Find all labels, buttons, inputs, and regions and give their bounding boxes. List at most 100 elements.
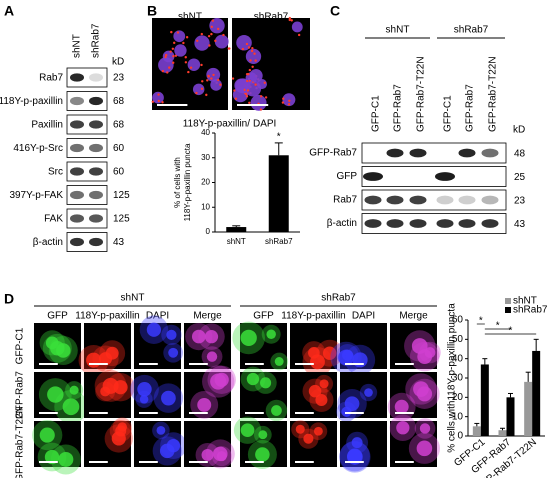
blot-strip (66, 138, 108, 158)
puncta (210, 32, 213, 36)
cell-core (303, 433, 314, 444)
channel-label: GFP (253, 311, 274, 322)
puncta (245, 95, 249, 98)
puncta (157, 99, 160, 103)
row-label: 118Y-p-paxillin (0, 96, 63, 107)
cell-core (240, 329, 257, 347)
y-tick-label: 10 (201, 202, 210, 211)
puncta (245, 72, 249, 76)
puncta (288, 16, 292, 20)
cell-core (271, 405, 282, 416)
kd-value: 60 (113, 143, 125, 154)
y-tick-label: 20 (201, 178, 210, 187)
row-label: β-actin (33, 237, 63, 248)
blot-strip (361, 142, 507, 164)
band (386, 219, 404, 228)
row-label: β-actin (327, 218, 357, 229)
puncta (151, 100, 154, 103)
puncta (200, 87, 204, 90)
blot-strip (361, 166, 507, 187)
x-tick-label: shRab7 (265, 237, 293, 246)
puncta (297, 33, 301, 37)
cell-core (424, 347, 436, 358)
cell-core (255, 447, 270, 462)
cells (339, 431, 371, 473)
puncta (259, 108, 263, 111)
panel-label: C (330, 3, 340, 19)
band (70, 190, 84, 200)
band (386, 148, 404, 158)
row-label: Rab7 (39, 73, 63, 84)
nucleus (152, 91, 164, 104)
row-label: Src (48, 167, 63, 178)
image-label: shNT (178, 12, 202, 23)
band (89, 73, 103, 82)
puncta (251, 65, 254, 68)
puncta (219, 83, 222, 86)
kd-value: 25 (514, 172, 526, 183)
y-tick-label: 40 (452, 353, 464, 364)
cells (130, 374, 184, 413)
cells (39, 330, 78, 366)
cells (139, 315, 184, 363)
row-label: Rab7 (333, 195, 357, 206)
cells (195, 439, 235, 469)
cells (152, 421, 187, 466)
cells (78, 340, 126, 376)
cell-core (168, 347, 179, 358)
blot-strip (66, 232, 108, 252)
puncta (247, 46, 251, 49)
puncta (245, 42, 249, 46)
lane-label: GFP-Rab7-T22N (416, 56, 427, 132)
cells (404, 330, 441, 372)
puncta (248, 101, 251, 105)
cell-core (308, 384, 322, 398)
puncta (200, 63, 203, 67)
puncta (259, 95, 263, 98)
puncta (264, 96, 268, 99)
puncta (290, 19, 293, 22)
band (89, 237, 103, 247)
band (70, 237, 84, 247)
puncta (214, 39, 217, 43)
cell-core (310, 354, 325, 370)
cell-core (47, 386, 64, 403)
band (89, 120, 103, 129)
nucleus (187, 58, 201, 71)
cell-core (44, 449, 60, 465)
puncta (248, 68, 252, 72)
cell-core (139, 395, 149, 404)
kd-value: 125 (113, 214, 130, 225)
cell-core (396, 421, 410, 435)
band (70, 120, 84, 129)
puncta (168, 66, 171, 69)
puncta (169, 50, 172, 53)
channel-label: 118Y-p-paxillin (75, 311, 140, 322)
band (364, 195, 382, 205)
row-label: GFP-Rab7 (15, 371, 26, 419)
band (89, 190, 103, 200)
kd-value: 68 (113, 120, 125, 131)
nucleus (249, 69, 263, 83)
legend-swatch (505, 298, 511, 304)
cell-core (204, 330, 219, 344)
group-label: shRab7 (454, 25, 489, 36)
puncta (246, 79, 249, 83)
bar (480, 364, 489, 436)
cells (389, 414, 440, 464)
row-label: GFP (336, 171, 357, 182)
kd-value: 68 (113, 96, 125, 107)
puncta (254, 83, 257, 86)
band (409, 219, 427, 228)
cell-core (344, 396, 360, 412)
band (364, 219, 382, 228)
cell-core (102, 377, 119, 394)
y-tick-label: 40 (201, 128, 210, 137)
legend-swatch (505, 307, 511, 313)
annotation: * (479, 316, 483, 327)
puncta (171, 47, 175, 50)
cell-core (197, 397, 212, 412)
nucleus (210, 79, 222, 91)
row-label: GFP-C1 (15, 327, 26, 364)
y-tick-label: 30 (452, 373, 464, 384)
